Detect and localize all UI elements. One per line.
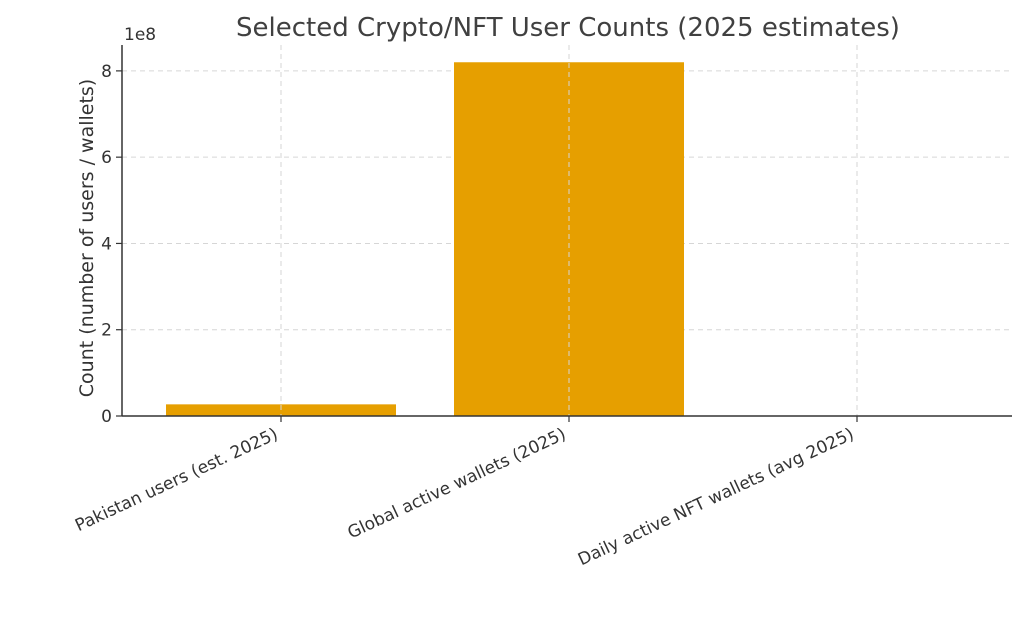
y-axis-offset-label: 1e8 <box>124 25 156 45</box>
x-tick-label: Pakistan users (est. 2025) <box>72 424 281 536</box>
y-tick-label: 4 <box>101 234 112 254</box>
bars <box>166 45 972 417</box>
y-ticks: 0 2 4 6 8 <box>101 62 122 427</box>
x-ticks: Pakistan users (est. 2025) Global active … <box>72 416 858 570</box>
y-tick-label: 6 <box>101 148 112 168</box>
y-tick-label: 2 <box>101 321 112 341</box>
x-tick-label: Global active wallets (2025) <box>345 424 570 543</box>
bar <box>166 404 396 416</box>
y-tick-label: 8 <box>101 62 112 82</box>
y-tick-label: 0 <box>101 407 112 427</box>
axes <box>121 45 1012 417</box>
chart-title: Selected Crypto/NFT User Counts (2025 es… <box>236 13 900 43</box>
x-tick-label: Daily active NFT wallets (avg 2025) <box>575 424 857 570</box>
y-axis-label: Count (number of users / wallets) <box>76 79 98 397</box>
